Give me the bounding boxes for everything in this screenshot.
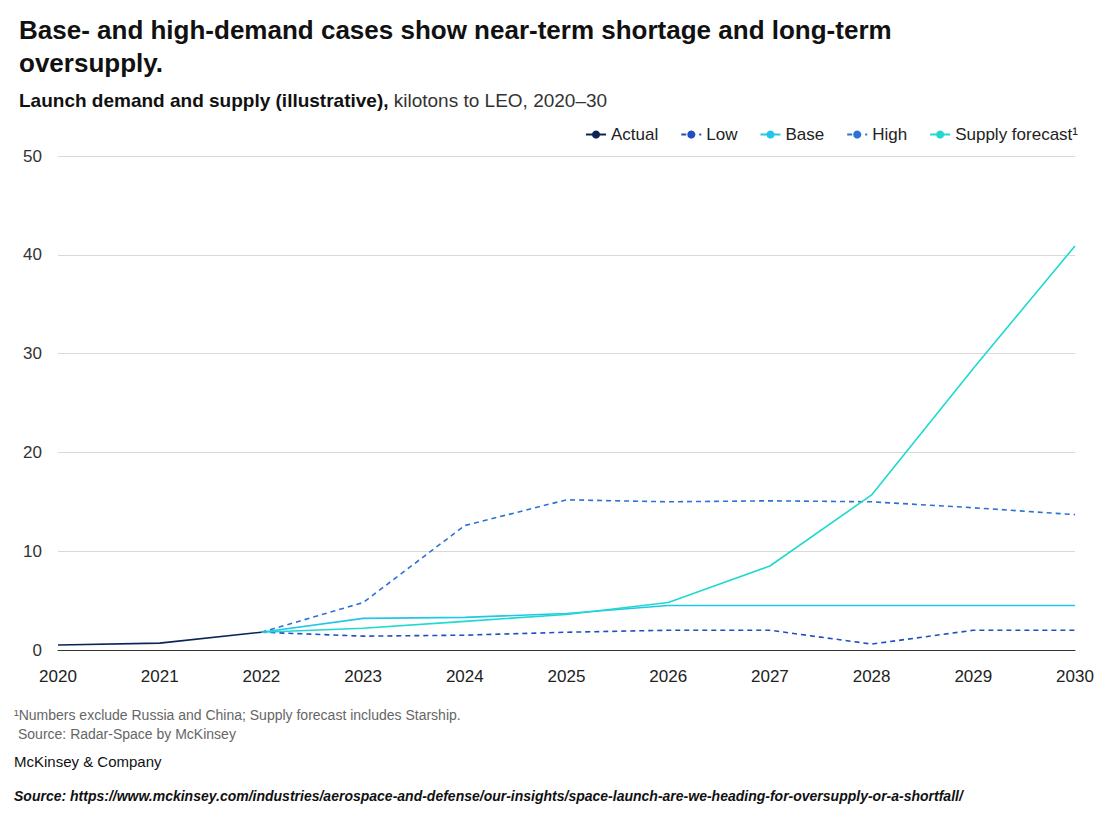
svg-text:Base: Base — [785, 125, 824, 144]
svg-text:Low: Low — [706, 125, 738, 144]
svg-text:2029: 2029 — [954, 667, 992, 686]
svg-text:2030: 2030 — [1056, 667, 1094, 686]
svg-text:Actual: Actual — [611, 125, 658, 144]
svg-text:2020: 2020 — [39, 667, 77, 686]
svg-text:kilotons to LEO, 2020–30: kilotons to LEO, 2020–30 — [388, 90, 607, 111]
svg-text:Base- and high-demand cases sh: Base- and high-demand cases show near-te… — [19, 15, 899, 45]
svg-text:High: High — [872, 125, 907, 144]
svg-text:Launch demand and supply (illu: Launch demand and supply (illustrative), — [19, 90, 389, 111]
svg-text:¹Numbers exclude Russia and Ch: ¹Numbers exclude Russia and China; Suppl… — [14, 707, 461, 723]
svg-text:Source: https://www.mckinsey.c: Source: https://www.mckinsey.com/industr… — [14, 788, 965, 804]
svg-text:Supply forecast¹: Supply forecast¹ — [955, 125, 1078, 144]
svg-text:30: 30 — [23, 344, 42, 363]
svg-text:Source: Radar-Space by McKinse: Source: Radar-Space by McKinsey — [18, 726, 236, 742]
svg-text:2027: 2027 — [751, 667, 789, 686]
svg-text:20: 20 — [23, 443, 42, 462]
svg-text:50: 50 — [23, 147, 42, 166]
svg-text:40: 40 — [23, 245, 42, 264]
svg-text:oversupply.: oversupply. — [19, 48, 163, 78]
svg-text:2026: 2026 — [649, 667, 687, 686]
svg-text:2023: 2023 — [344, 667, 382, 686]
svg-text:10: 10 — [23, 542, 42, 561]
svg-text:2025: 2025 — [548, 667, 586, 686]
svg-text:McKinsey & Company: McKinsey & Company — [14, 753, 162, 770]
svg-text:2024: 2024 — [446, 667, 484, 686]
svg-text:2021: 2021 — [141, 667, 179, 686]
svg-text:2028: 2028 — [853, 667, 891, 686]
svg-text:2022: 2022 — [242, 667, 280, 686]
svg-text:0: 0 — [33, 641, 42, 660]
